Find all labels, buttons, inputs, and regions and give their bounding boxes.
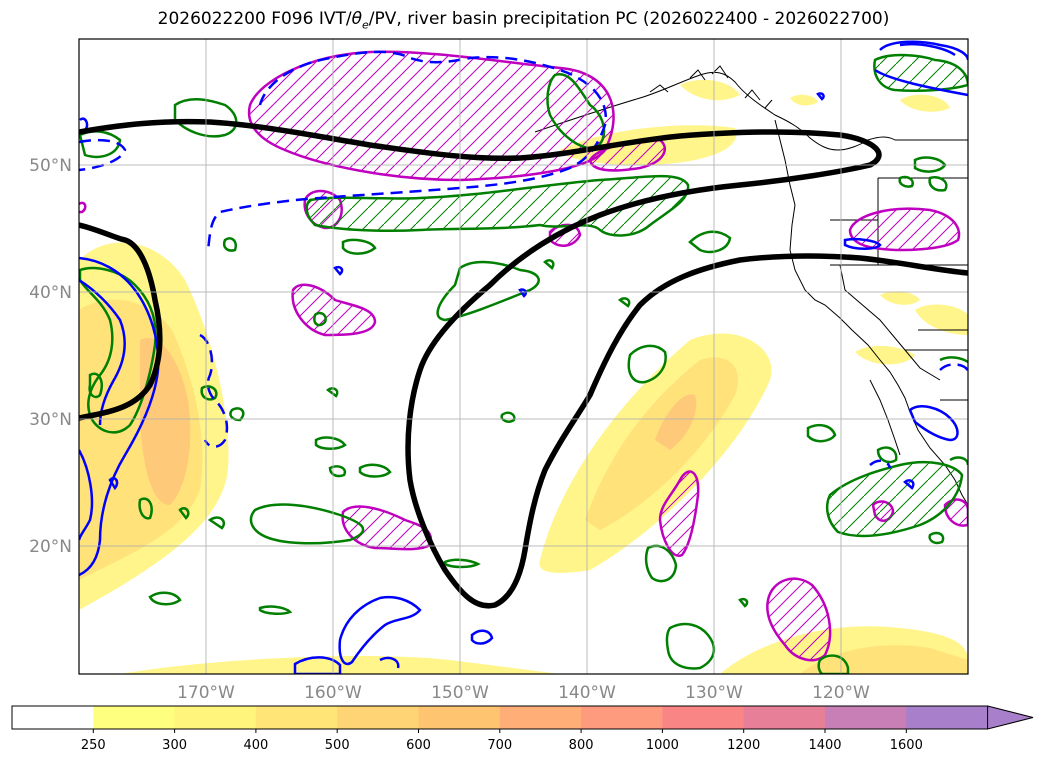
colorbar-swatch: [12, 706, 94, 729]
colorbar-swatch: [743, 706, 826, 729]
lon-label: 170°W: [177, 683, 235, 703]
longitude-labels: 170°W 160°W 150°W 140°W 130°W 120°W: [177, 683, 870, 703]
lat-label: 50°N: [29, 156, 72, 176]
colorbar-label: 600: [406, 738, 431, 753]
colorbar-swatch: [825, 706, 907, 729]
lon-label: 140°W: [558, 683, 616, 703]
colorbar-swatch: [906, 706, 989, 729]
ivt-shading: [79, 79, 968, 674]
pv-hatched-regions: [79, 50, 968, 662]
lat-label: 20°N: [29, 537, 72, 557]
lat-label: 40°N: [29, 283, 72, 303]
latitude-labels: 50°N 40°N 30°N 20°N: [29, 156, 72, 557]
map-title: 2026022200 F096 IVT/θe/PV, river basin p…: [157, 9, 890, 32]
colorbar-label: 800: [569, 738, 594, 753]
colorbar-swatch: [581, 706, 663, 729]
lon-label: 130°W: [685, 683, 743, 703]
colorbar-label: 1200: [727, 738, 760, 753]
colorbar-swatch: [499, 706, 582, 729]
colorbar-label: 1600: [890, 738, 923, 753]
colorbar-label: 400: [243, 738, 268, 753]
colorbar-swatch: [174, 706, 257, 729]
lon-label: 150°W: [431, 683, 489, 703]
plot-frame: [78, 38, 969, 675]
colorbar-label: 300: [162, 738, 187, 753]
colorbar-label: 500: [325, 738, 350, 753]
colorbar-label: 1000: [646, 738, 679, 753]
lon-label: 160°W: [304, 683, 362, 703]
colorbar-swatch: [337, 706, 420, 729]
graticule: [79, 39, 968, 674]
jet-lines: [79, 118, 968, 609]
colorbar-label: 1400: [808, 738, 841, 753]
colorbar: 250 300 400 500 600 700 800 1000 1200 1400 1600: [11, 705, 1034, 753]
coastline: [534, 65, 968, 506]
colorbar-swatch: [662, 706, 745, 729]
lon-label: 120°W: [812, 683, 870, 703]
colorbar-swatch: [418, 706, 501, 729]
colorbar-swatch: [93, 706, 176, 729]
colorbar-label: 700: [487, 738, 512, 753]
colorbar-extend-arrow: [987, 705, 1034, 730]
colorbar-label: 250: [81, 738, 106, 753]
colorbar-swatch: [255, 706, 338, 729]
lat-label: 30°N: [29, 410, 72, 430]
